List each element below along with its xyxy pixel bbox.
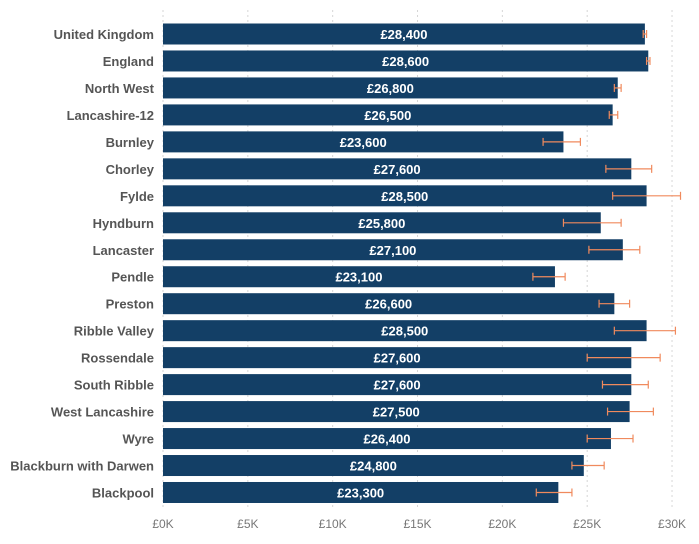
bar [163, 185, 647, 207]
category-label: North West [85, 81, 155, 96]
bar [163, 77, 618, 99]
data-label: £27,500 [373, 405, 420, 420]
bar [163, 158, 632, 180]
bar [163, 293, 615, 315]
data-label: £26,400 [363, 432, 410, 447]
bar [163, 347, 632, 369]
data-label: £27,600 [374, 351, 421, 366]
grid-lines [162, 10, 673, 508]
error-bars [532, 30, 682, 497]
bar [163, 239, 623, 261]
bar [163, 23, 645, 45]
category-label: Ribble Valley [74, 324, 155, 339]
category-label: Hyndburn [93, 216, 154, 231]
x-tick-label: £25K [573, 517, 601, 531]
bar [163, 455, 584, 477]
bar [163, 266, 555, 288]
data-label: £27,600 [374, 162, 421, 177]
bar [163, 50, 649, 72]
x-tick-label: £0K [152, 517, 173, 531]
labels: £0K £5K £10K £15K £20K £25K £30K United Kingdom… [10, 27, 686, 531]
data-label: £23,600 [340, 135, 387, 150]
data-label: £28,500 [381, 189, 428, 204]
bar [163, 320, 647, 342]
category-label: West Lancashire [51, 405, 154, 420]
category-label: United Kingdom [54, 27, 154, 42]
bar [163, 374, 632, 396]
category-label: England [103, 54, 154, 69]
category-label: Blackburn with Darwen [10, 459, 154, 474]
bar [163, 428, 611, 450]
data-label: £27,100 [369, 243, 416, 258]
category-label: Pendle [111, 270, 154, 285]
x-tick-label: £20K [488, 517, 516, 531]
x-tick-label: £5K [237, 517, 258, 531]
category-label: Fylde [120, 189, 154, 204]
data-label: £23,100 [335, 270, 382, 285]
data-label: £28,600 [382, 54, 429, 69]
category-label: Blackpool [92, 485, 154, 500]
data-label: £24,800 [350, 459, 397, 474]
data-label: £26,500 [364, 108, 411, 123]
category-label: South Ribble [74, 378, 154, 393]
bars [163, 23, 649, 503]
bar [163, 481, 559, 503]
x-tick-label: £10K [319, 517, 347, 531]
category-label: Lancaster [93, 243, 154, 258]
category-label: Burnley [106, 135, 155, 150]
data-label: £28,400 [380, 27, 427, 42]
category-label: Lancashire-12 [67, 108, 154, 123]
bar [163, 401, 630, 423]
data-label: £27,600 [374, 378, 421, 393]
x-tick-label: £15K [404, 517, 432, 531]
data-label: £25,800 [358, 216, 405, 231]
category-label: Wyre [122, 432, 154, 447]
category-label: Preston [106, 297, 154, 312]
data-label: £26,600 [365, 297, 412, 312]
category-label: Rossendale [81, 351, 154, 366]
bar [163, 212, 601, 234]
bar [163, 131, 564, 153]
x-tick-label: £30K [658, 517, 686, 531]
bar [163, 104, 613, 126]
data-label: £26,800 [367, 81, 414, 96]
category-label: Chorley [106, 162, 155, 177]
data-label: £23,300 [337, 485, 384, 500]
data-label: £28,500 [381, 324, 428, 339]
